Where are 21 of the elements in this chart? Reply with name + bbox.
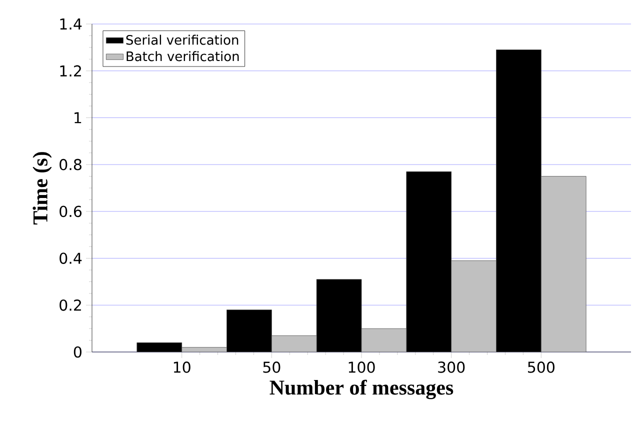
x-tick-label: 100 bbox=[348, 362, 375, 373]
x-tick-label: 10 bbox=[174, 362, 190, 373]
x-tick-label: 300 bbox=[438, 362, 465, 373]
y-tick-label: 1 bbox=[74, 112, 82, 124]
bar bbox=[271, 335, 317, 352]
y-tick-label: 0.4 bbox=[60, 252, 82, 264]
legend-label: Batch verification bbox=[126, 51, 239, 62]
bar bbox=[540, 176, 586, 352]
y-tick-label: 1.2 bbox=[60, 65, 81, 76]
y-tick-label: 0.2 bbox=[60, 299, 81, 311]
x-tick-label: 500 bbox=[528, 362, 554, 373]
y-tick-label: 1.4 bbox=[60, 18, 82, 30]
x-tick-label: 50 bbox=[263, 362, 280, 373]
bar bbox=[361, 328, 407, 352]
y-tick-label: 0.8 bbox=[60, 158, 82, 170]
y-axis-title: Time (s) bbox=[32, 152, 52, 225]
legend-label: Serial verification bbox=[126, 34, 238, 45]
x-axis-title: Number of messages bbox=[270, 380, 454, 400]
y-tick-label: 0 bbox=[74, 346, 82, 358]
y-tick-label: 0.6 bbox=[60, 206, 82, 218]
bar bbox=[451, 260, 496, 352]
